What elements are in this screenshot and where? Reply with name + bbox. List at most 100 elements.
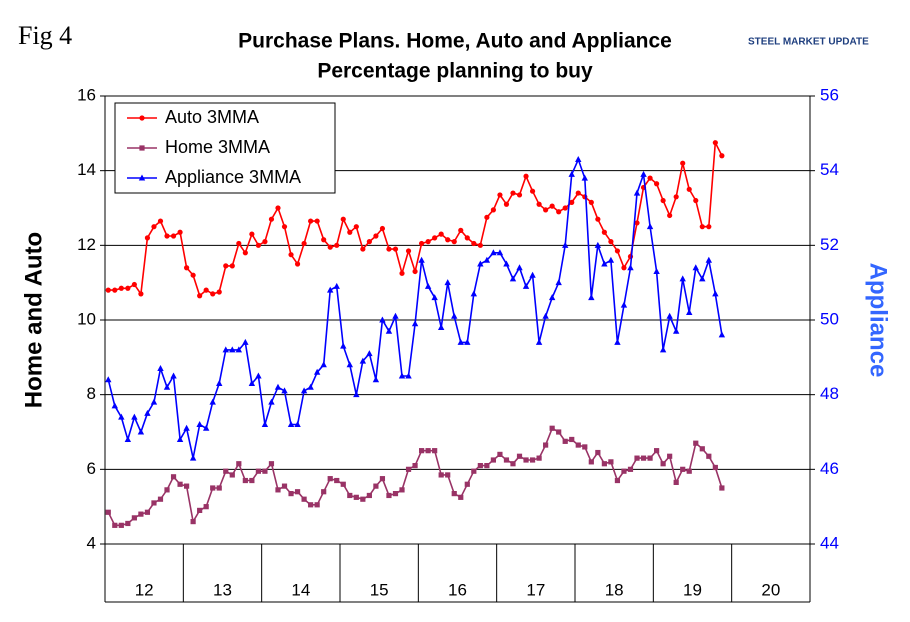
legend-marker [138, 174, 146, 181]
data-point [150, 398, 158, 405]
data-point [549, 425, 555, 431]
data-point [477, 242, 483, 248]
data-point [431, 294, 438, 301]
data-point [601, 260, 608, 267]
data-point [633, 189, 641, 196]
data-point [667, 453, 673, 459]
data-point [386, 246, 392, 252]
data-point [503, 260, 510, 267]
data-point [190, 272, 196, 278]
data-point [216, 289, 222, 295]
data-point [197, 293, 203, 299]
data-point [157, 365, 164, 372]
data-point [131, 281, 137, 288]
data-point [346, 361, 353, 368]
legend-label: Home 3MMA [165, 137, 270, 157]
data-point [333, 282, 340, 289]
data-point [379, 316, 386, 323]
data-point [392, 312, 399, 319]
data-point [157, 496, 164, 502]
data-point [594, 241, 602, 248]
x-tick-label: 17 [526, 580, 545, 599]
y-tick-label: 6 [87, 459, 96, 478]
plot-border [104, 95, 811, 545]
data-point [249, 231, 255, 237]
data-point [197, 507, 203, 513]
data-point [529, 271, 536, 278]
data-point [608, 459, 614, 465]
data-point [516, 264, 523, 271]
data-point [379, 225, 386, 232]
data-point [451, 239, 457, 245]
data-point [190, 519, 196, 525]
data-point [542, 312, 549, 319]
data-point [281, 387, 288, 394]
data-point [411, 320, 419, 327]
legend-marker [139, 115, 145, 121]
data-point [529, 457, 536, 463]
data-point [483, 256, 491, 263]
data-point [640, 170, 647, 177]
y-tick-label: 12 [77, 235, 96, 254]
data-point [353, 391, 360, 398]
data-point [170, 372, 177, 379]
data-point [418, 448, 425, 454]
data-point [288, 491, 294, 497]
y-tick-label: 8 [87, 384, 96, 403]
data-point [321, 489, 327, 495]
data-point [373, 233, 379, 239]
data-point [614, 248, 621, 254]
data-point [131, 413, 138, 420]
data-point [164, 233, 170, 239]
data-point [477, 260, 484, 267]
data-point [457, 338, 464, 345]
data-point [340, 216, 346, 222]
data-point [372, 376, 380, 383]
data-point [131, 515, 137, 521]
data-point [183, 424, 190, 431]
data-point [405, 466, 412, 472]
data-point [112, 522, 118, 528]
data-point [347, 492, 353, 499]
data-point [405, 372, 412, 379]
data-point [634, 455, 640, 461]
data-point [640, 455, 647, 461]
data-point [294, 261, 301, 267]
data-point [601, 461, 607, 467]
data-point [510, 190, 516, 196]
data-point [314, 502, 320, 508]
y2-tick-label: 46 [820, 459, 839, 478]
data-point [334, 242, 340, 248]
data-point [125, 520, 131, 527]
data-point [673, 479, 679, 485]
data-point [183, 483, 190, 489]
data-point [445, 472, 451, 478]
data-point [555, 279, 562, 286]
data-point [673, 194, 679, 200]
data-point [497, 192, 503, 198]
data-point [588, 199, 594, 205]
data-point [229, 263, 235, 269]
data-point [438, 231, 444, 237]
data-point [353, 494, 359, 500]
data-point [412, 268, 418, 275]
data-point [386, 492, 392, 499]
data-point [718, 331, 726, 338]
data-point [470, 290, 478, 297]
x-tick-label: 13 [213, 580, 232, 599]
data-point [398, 372, 406, 379]
data-point [144, 509, 151, 515]
data-point [575, 190, 581, 196]
data-point [164, 487, 170, 493]
data-point [118, 522, 124, 528]
data-point [255, 372, 262, 379]
data-point [216, 379, 223, 386]
data-point [379, 476, 386, 482]
data-point [137, 428, 145, 435]
data-point [660, 197, 666, 204]
data-point [719, 153, 725, 159]
data-point [477, 463, 483, 469]
data-point [471, 468, 477, 474]
data-point [321, 237, 327, 243]
data-point [510, 461, 516, 467]
